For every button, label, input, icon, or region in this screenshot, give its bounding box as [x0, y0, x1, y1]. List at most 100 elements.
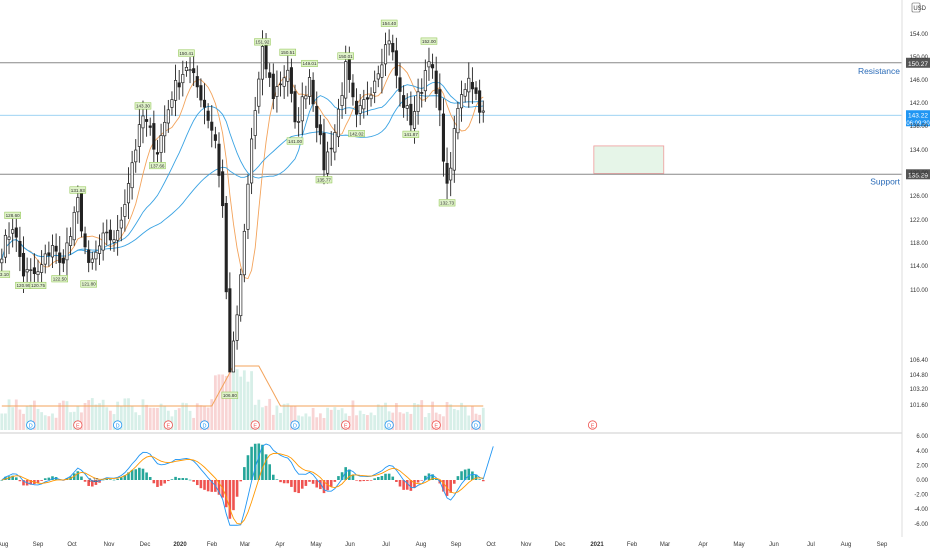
earnings-marker	[73, 420, 83, 430]
macd-histogram-bar	[369, 480, 373, 481]
last-price-countdown: 06:09:30	[906, 121, 930, 127]
macd-histogram-bar	[145, 472, 148, 480]
volume-bar	[340, 408, 344, 430]
price-label-box	[402, 130, 420, 138]
macd-histogram-bar	[51, 476, 54, 480]
candle-body	[174, 80, 178, 101]
volume-bar	[373, 415, 377, 430]
volume-bar	[152, 407, 156, 430]
time-tick-label: Sep	[877, 542, 888, 548]
candle-body	[449, 167, 453, 181]
candle-body	[380, 64, 384, 78]
event-marker-letter: D	[387, 424, 391, 430]
price-tick-label: 101.60	[910, 403, 929, 409]
macd-histogram-bar	[442, 480, 445, 492]
candle-body	[282, 77, 286, 87]
event-marker-letter: E	[76, 424, 80, 430]
candle-body	[470, 81, 474, 90]
price-label: 123.10	[0, 272, 9, 277]
price-label: 150.41	[179, 51, 193, 56]
price-label: 150.51	[281, 50, 295, 55]
candle-body	[459, 94, 464, 109]
macd-histogram-bar	[257, 443, 261, 480]
candle-body	[69, 236, 73, 246]
price-tick-label: 126.00	[910, 194, 929, 200]
volume-bar	[80, 412, 83, 430]
candle-body	[441, 113, 445, 162]
volume-bar	[315, 417, 319, 430]
macd-histogram-bar	[250, 446, 253, 480]
price-label-box	[149, 162, 166, 170]
volume-bar	[250, 371, 253, 430]
macd-histogram-bar	[358, 480, 362, 482]
candle-body	[355, 100, 359, 115]
volume-bar	[203, 405, 206, 430]
candle-body	[474, 87, 478, 94]
volume-bar	[232, 369, 235, 430]
time-tick-label: Mar	[660, 542, 670, 548]
time-tick-label: Dec	[140, 542, 151, 548]
ma-fast-line	[1, 65, 484, 280]
macd-histogram-bar	[272, 474, 275, 480]
macd-histogram-bar	[282, 480, 286, 484]
volume-bar	[185, 403, 188, 430]
volume-bar	[445, 401, 449, 430]
macd-value-label: 0.10	[89, 478, 99, 484]
price-label: 106.80	[223, 393, 237, 398]
candle-body	[61, 257, 65, 264]
candle-body	[152, 123, 156, 150]
time-tick-label: Aug	[0, 542, 8, 548]
volume-bars	[0, 365, 485, 430]
candle-body	[463, 89, 467, 97]
price-label-box	[4, 211, 21, 219]
macd-histogram-bar	[290, 480, 293, 487]
volume-bar	[210, 399, 214, 430]
macd-histogram-bar	[460, 471, 463, 480]
candle-body	[108, 229, 112, 241]
volume-bar	[394, 403, 398, 430]
support-price-tag-text: 135.29	[908, 172, 928, 179]
macd-histogram-bar	[293, 480, 297, 493]
price-label-box	[134, 102, 152, 110]
volume-bar	[145, 404, 148, 430]
volume-bar	[355, 415, 358, 430]
price-label: 143.30	[136, 104, 150, 109]
price-label-box	[279, 48, 297, 56]
macd-histogram-bar	[195, 480, 199, 486]
volume-bar	[72, 411, 76, 430]
volume-bar	[36, 408, 40, 430]
price-label: 131.93	[71, 188, 85, 193]
macd-histogram-bar	[333, 480, 337, 482]
signal-line	[1, 452, 484, 525]
macd-histogram-bar	[47, 477, 51, 480]
macd-histogram-bar	[228, 480, 232, 519]
volume-bar	[351, 400, 355, 430]
macd-histogram-bar	[130, 469, 134, 480]
candle-body	[235, 314, 239, 341]
macd-histogram-bar	[94, 480, 98, 485]
macd-histogram-bar	[395, 480, 398, 482]
price-label-box	[80, 280, 97, 288]
candle-body	[47, 252, 51, 256]
macd-histogram-bar	[116, 478, 119, 480]
volume-bar	[174, 409, 177, 430]
macd-histogram-bar	[391, 476, 395, 480]
macd-histogram-bar	[163, 480, 166, 484]
dividend-marker	[199, 420, 210, 430]
macd-histogram-bar	[91, 480, 94, 487]
volume-bar	[311, 407, 315, 430]
event-marker-letter: D	[293, 424, 297, 430]
price-label-box	[337, 52, 354, 60]
volume-bar	[22, 413, 25, 430]
volume-bar	[398, 412, 402, 430]
indicator-tick-label: -6.00	[914, 522, 928, 528]
time-tick-label: Jul	[807, 542, 815, 548]
time-tick-label: Aug	[416, 542, 427, 548]
candle-body	[184, 66, 188, 71]
volume-bar	[134, 412, 138, 430]
candle-body	[188, 69, 192, 72]
volume-bar	[242, 370, 246, 430]
volume-bar	[376, 404, 380, 430]
macd-histogram-bar	[279, 480, 282, 483]
